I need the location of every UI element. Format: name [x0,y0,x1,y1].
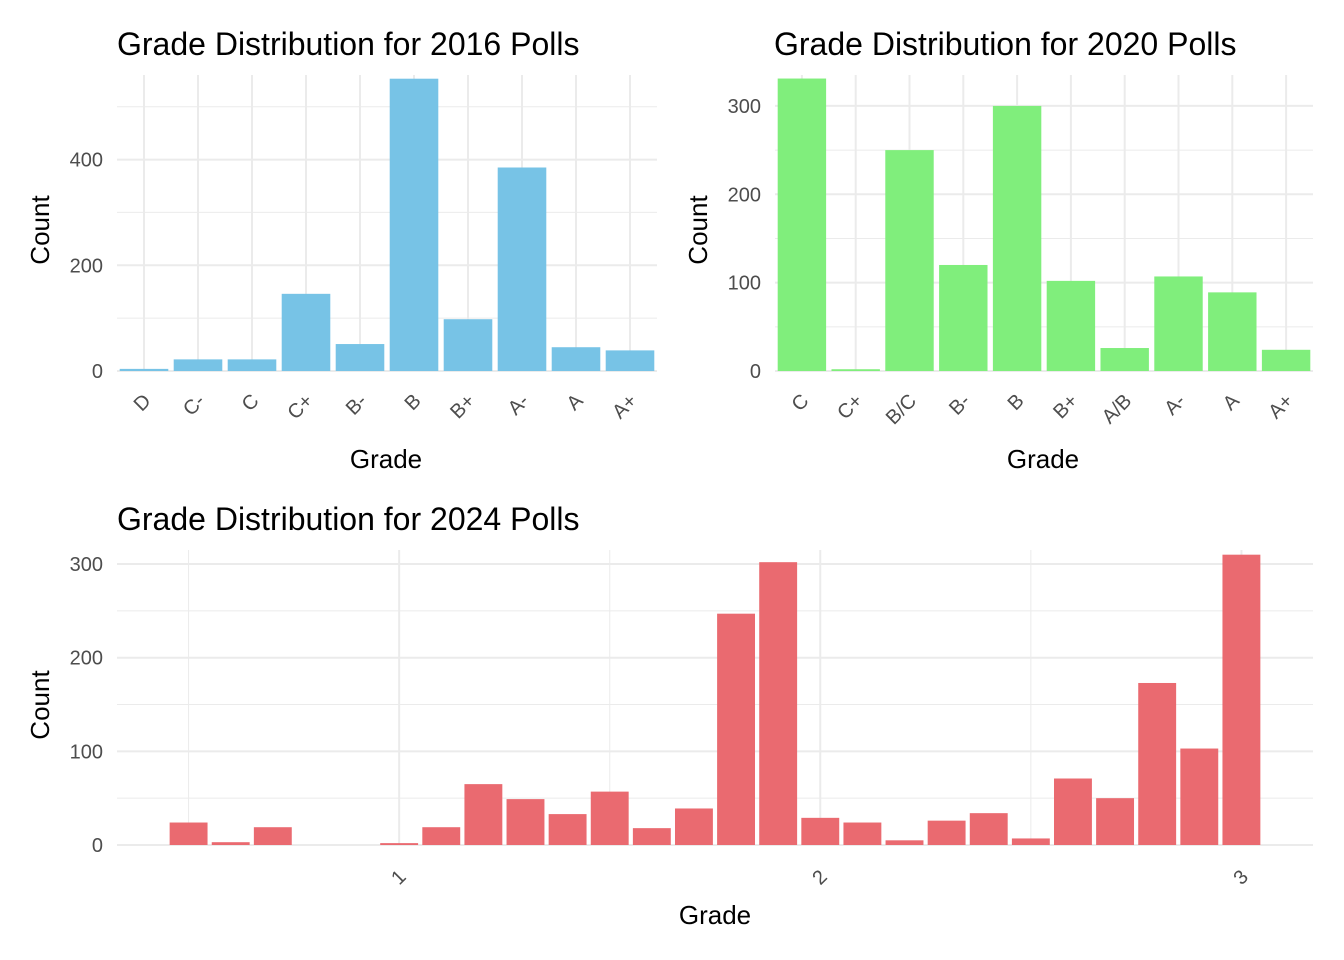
bar-2.3 [927,820,966,845]
bar-B- [335,344,385,371]
bar-1.2 [464,784,503,845]
x-tick-label: A+ [1264,390,1297,423]
x-tick-label: B [1004,390,1029,415]
bar-1.1 [422,827,461,845]
x-tick-label: C [788,390,814,416]
x-tick-label: 1 [387,866,410,889]
bar-2.8 [1138,682,1177,845]
bar-A- [1154,276,1203,371]
x-tick-label: A/B [1098,390,1136,428]
x-tick-label: B [401,390,426,415]
bar-C- [173,359,223,371]
bar-3 [1222,554,1261,845]
bar-C [777,78,827,371]
bar-A+ [1261,349,1311,371]
y-tick-label: 100 [728,273,761,295]
chart-2016: Grade Distribution for 2016 Polls Grade … [25,26,657,474]
bar-2 [801,817,840,845]
bar-A [551,347,601,371]
y-tick-label: 300 [728,96,761,118]
bar-0.5 [169,822,208,845]
bar-A/B [1100,348,1149,371]
chart-title: Grade Distribution for 2024 Polls [117,501,579,537]
bar-1 [380,843,419,845]
bar-2.7 [1096,798,1135,845]
ticks: 0 200 400 D C- C C+ B- B B+ A- A A+ [70,150,642,424]
bar-2.5 [1011,838,1050,845]
x-tick-label: A+ [608,390,641,423]
bar-1.9 [759,562,798,845]
y-tick-label: 0 [750,361,761,383]
y-tick-label: 100 [70,741,103,763]
chart-title: Grade Distribution for 2020 Polls [774,26,1236,62]
bar-A- [497,167,547,371]
bar-2.1 [843,822,882,845]
bar-C+ [831,369,880,371]
bar-1.3 [506,799,545,845]
bar-C+ [281,293,331,371]
bar-1.6 [632,828,671,845]
chart-2024: Grade Distribution for 2024 Polls Grade … [25,501,1313,930]
chart-2020: Grade Distribution for 2020 Polls Grade … [683,26,1313,474]
x-tick-label: C+ [284,390,318,424]
y-tick-label: 200 [728,184,761,206]
bar-2.9 [1180,748,1219,845]
bar-A+ [605,350,655,371]
y-tick-label: 200 [70,255,103,277]
bar-2.2 [885,840,924,845]
x-axis-title: Grade [1007,444,1079,474]
bar-1.4 [548,814,587,845]
x-tick-label: B/C [882,390,921,429]
bar-B/C [885,150,934,371]
x-tick-label: B- [945,390,975,420]
grid [117,75,657,372]
grid [117,550,1313,846]
x-tick-label: D [130,390,156,416]
y-tick-label: 0 [92,835,103,857]
bar-0.6 [211,842,250,845]
y-axis-title: Count [683,195,713,265]
x-tick-label: 3 [1230,866,1253,889]
chart-title: Grade Distribution for 2016 Polls [117,26,579,62]
bar-1.8 [717,613,756,845]
x-tick-label: A- [504,390,534,420]
bar-2.6 [1054,778,1092,845]
x-axis-title: Grade [350,444,422,474]
x-tick-label: B+ [1049,390,1082,423]
bar-C [227,359,277,371]
x-tick-label: 2 [808,866,831,889]
bar-B [389,78,439,371]
x-tick-label: A [563,390,588,415]
y-tick-label: 400 [70,150,103,172]
bars [119,78,655,371]
bar-B [992,105,1042,371]
x-tick-label: C [238,390,264,416]
bars [777,78,1311,371]
bar-D [119,368,169,371]
bar-1.7 [674,808,713,845]
bars [169,554,1261,845]
bar-2.4 [969,813,1008,845]
y-axis-title: Count [25,195,55,265]
bar-B+ [1046,280,1096,371]
x-tick-label: C+ [833,390,867,424]
bar-B+ [443,319,493,371]
y-axis-title: Count [25,670,55,740]
x-tick-label: C- [179,390,209,420]
bar-1.5 [590,791,629,845]
bar-B- [939,264,988,371]
x-tick-label: A [1219,390,1244,415]
x-tick-label: B+ [446,390,479,423]
y-tick-label: 0 [92,361,103,383]
x-tick-label: A- [1160,390,1190,420]
x-tick-label: B- [342,390,372,420]
y-tick-label: 200 [70,648,103,670]
x-axis-title: Grade [679,900,751,930]
bar-A [1208,292,1257,371]
y-tick-label: 300 [70,554,103,576]
bar-0.7 [253,827,292,845]
